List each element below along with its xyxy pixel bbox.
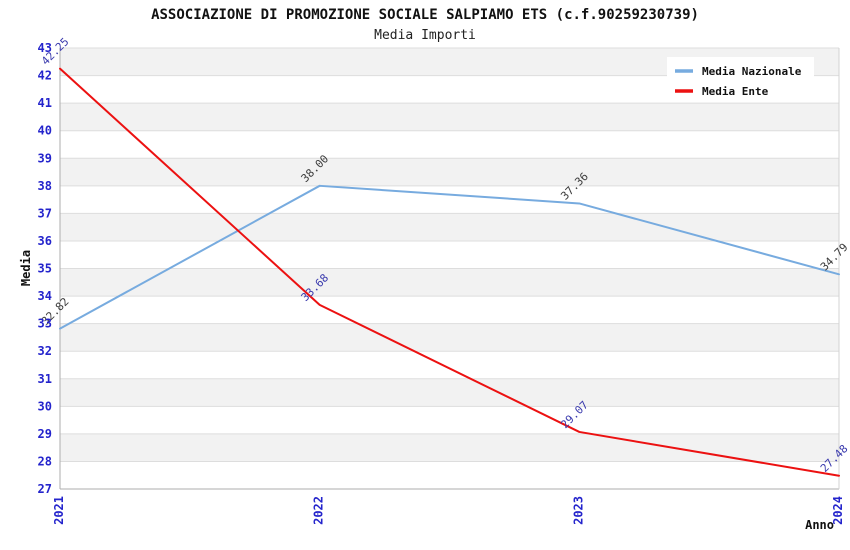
grid-band bbox=[60, 296, 839, 324]
grid-band bbox=[60, 433, 839, 462]
y-tick-label: 41 bbox=[38, 96, 52, 110]
y-tick-label: 40 bbox=[38, 124, 52, 138]
grid-band bbox=[60, 130, 839, 159]
y-tick-label: 39 bbox=[38, 151, 52, 165]
series-line-media-nazionale bbox=[59, 184, 840, 330]
y-axis-title: Media bbox=[19, 250, 33, 286]
grid-band bbox=[60, 351, 839, 379]
y-tick-label: 31 bbox=[38, 372, 52, 386]
y-tick-label: 34 bbox=[38, 289, 52, 303]
y-tick-label: 35 bbox=[38, 262, 52, 276]
grid-band bbox=[60, 103, 839, 131]
grid-band bbox=[60, 406, 839, 434]
x-axis-title: Anno bbox=[805, 518, 834, 532]
y-tick-label: 27 bbox=[38, 482, 52, 496]
y-tick-label: 33 bbox=[38, 317, 52, 331]
grid-band bbox=[60, 378, 839, 407]
grid-band bbox=[60, 213, 839, 241]
grid-band bbox=[60, 268, 839, 297]
grid-band bbox=[60, 461, 839, 489]
x-axis-tick-labels: 2021 2022 2023 2024 bbox=[52, 496, 845, 525]
legend-label: Media Ente bbox=[702, 85, 769, 98]
chart-title: ASSOCIAZIONE DI PROMOZIONE SOCIALE SALPI… bbox=[151, 7, 699, 23]
plot-axes bbox=[59, 48, 840, 490]
grid-band bbox=[60, 185, 839, 214]
y-tick-label: 42 bbox=[38, 69, 52, 83]
chart-subtitle: Media Importi bbox=[374, 28, 476, 43]
x-tick-label: 2022 bbox=[312, 496, 326, 525]
y-tick-label: 43 bbox=[38, 41, 52, 55]
y-tick-label: 29 bbox=[38, 427, 52, 441]
series-lines bbox=[59, 67, 840, 477]
y-tick-label: 37 bbox=[38, 206, 52, 220]
y-tick-label: 36 bbox=[38, 234, 52, 248]
x-tick-label: 2021 bbox=[52, 496, 66, 525]
y-tick-label: 32 bbox=[38, 344, 52, 358]
grid-band bbox=[60, 323, 839, 352]
legend-label: Media Nazionale bbox=[702, 65, 802, 78]
y-axis-tick-labels: 27 28 29 30 31 32 33 34 35 36 37 38 39 40 41 42 43 bbox=[38, 41, 52, 496]
series-line-media-ente bbox=[59, 67, 840, 477]
x-tick-label: 2024 bbox=[831, 496, 845, 525]
plot-gridlines bbox=[60, 47, 839, 462]
y-tick-label: 38 bbox=[38, 179, 52, 193]
y-tick-label: 30 bbox=[38, 399, 52, 413]
grid-band bbox=[60, 158, 839, 186]
grid-band bbox=[60, 240, 839, 269]
legend: Media Nazionale Media Ente bbox=[667, 57, 814, 98]
y-tick-label: 28 bbox=[38, 454, 52, 468]
x-tick-label: 2023 bbox=[571, 496, 585, 525]
